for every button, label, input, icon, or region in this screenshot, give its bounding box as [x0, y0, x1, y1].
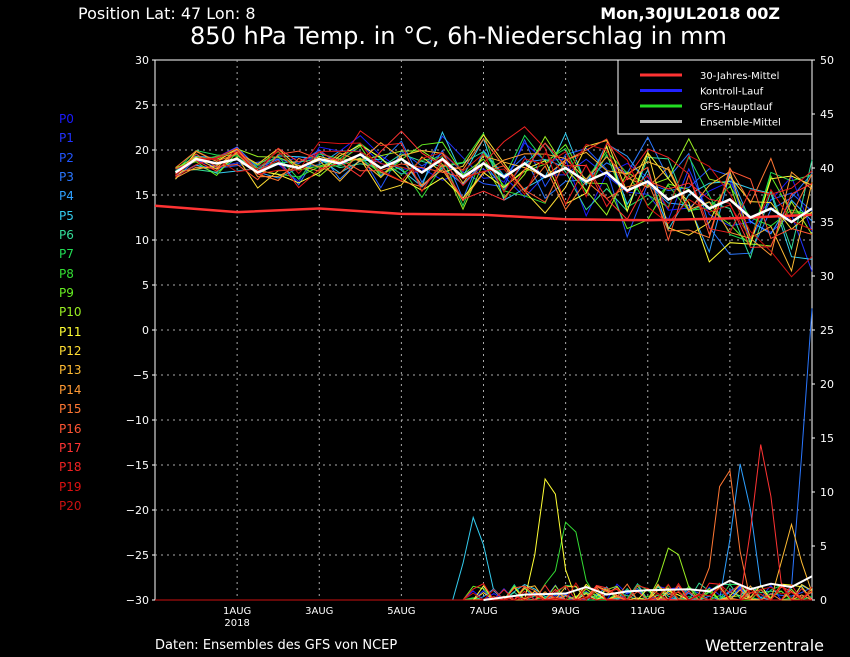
y-tick-label-left: 30 [135, 54, 149, 67]
member-label: P17 [59, 440, 82, 455]
member-label: P11 [59, 324, 82, 339]
member-precip-traces [155, 308, 813, 601]
y-tick-label-left: 5 [142, 279, 149, 292]
y-tick-label-left: −5 [133, 369, 149, 382]
y-tick-label-left: 10 [135, 234, 149, 247]
member-label: P20 [59, 498, 82, 513]
y-tick-label-right: 45 [820, 108, 834, 121]
member-label: P8 [59, 266, 74, 281]
y-tick-label-left: 25 [135, 99, 149, 112]
member-label: P14 [59, 382, 82, 397]
chart-title: 850 hPa Temp. in °C, 6h-Niederschlag in … [190, 22, 727, 50]
y-tick-label-right: 5 [820, 540, 827, 553]
member-label: P19 [59, 479, 82, 494]
member-label: P1 [59, 131, 74, 146]
member-label: P4 [59, 189, 74, 204]
data-source-label: Daten: Ensembles des GFS von NCEP [155, 638, 398, 653]
y-tick-label-left: −30 [126, 594, 149, 607]
member-label: P2 [59, 150, 74, 165]
y-tick-label-left: 0 [142, 324, 149, 337]
member-label: P12 [59, 344, 82, 359]
y-tick-label-right: 0 [820, 594, 827, 607]
member-precip-line [155, 308, 813, 601]
member-label: P3 [59, 170, 74, 185]
header-position: Position Lat: 47 Lon: 8 [78, 4, 256, 23]
member-label: P5 [59, 208, 74, 223]
legend-label: 30-Jahres-Mittel [700, 71, 779, 82]
y-tick-label-left: 20 [135, 144, 149, 157]
member-label: P13 [59, 363, 82, 378]
y-tick-label-right: 30 [820, 270, 834, 283]
x-tick-label: 11AUG [630, 606, 665, 617]
y-tick-label-right: 35 [820, 216, 834, 229]
y-tick-label-left: −15 [126, 459, 149, 472]
member-label: P7 [59, 247, 74, 262]
member-label: P10 [59, 305, 82, 320]
member-list: P0 P1 P2 P3 P4 P5 P6 P7 P8 P9 P10 P11 P12 P13 P14 P15 P1… [59, 110, 82, 516]
member-temp-line [175, 142, 813, 257]
legend-label: Kontroll-Lauf [700, 87, 764, 98]
x-tick-label: 1AUG [223, 606, 251, 617]
x-tick-label: 9AUG [551, 606, 579, 617]
x-tick-label: 7AUG [469, 606, 497, 617]
climate-mean-line [154, 204, 813, 222]
brand-label: Wetterzentrale [704, 636, 824, 655]
y-tick-label-right: 25 [820, 324, 834, 337]
member-precip-line [155, 477, 813, 601]
legend-label: Ensemble-Mittel [700, 118, 781, 129]
ensemble-mean-precip-line [483, 575, 813, 601]
y-tick-label-right: 15 [820, 432, 834, 445]
member-label: P6 [59, 228, 74, 243]
chart-legend: 30-Jahres-Mittel Kontroll-Lauf GFS-Hauptla… [617, 59, 813, 135]
member-label: P18 [59, 460, 82, 475]
y-tick-label-left: 15 [135, 189, 149, 202]
member-temperature-traces [175, 126, 813, 278]
y-tick-label-left: −20 [126, 504, 149, 517]
member-temp-line [175, 148, 813, 273]
y-tick-label-right: 50 [820, 54, 834, 67]
member-temp-line [175, 141, 813, 240]
x-tick-label: 13AUG [713, 606, 748, 617]
y-tick-label-right: 10 [820, 486, 834, 499]
header-date: Mon,30JUL2018 00Z [600, 4, 780, 23]
member-temp-line [175, 130, 813, 248]
x-tick-sublabel: 2018 [224, 618, 249, 629]
member-label: P9 [59, 286, 74, 301]
member-temp-line [175, 144, 813, 263]
y-tick-label-right: 40 [820, 162, 834, 175]
member-label: P15 [59, 402, 82, 417]
member-label: P0 [59, 112, 74, 126]
y-tick-label-right: 20 [820, 378, 834, 391]
y-tick-label-left: −25 [126, 549, 149, 562]
x-tick-label: 3AUG [305, 606, 333, 617]
ensemble-mean-temp-line [174, 153, 813, 224]
x-tick-label: 5AUG [387, 606, 415, 617]
member-label: P16 [59, 421, 82, 436]
legend-label: GFS-Hauptlauf [700, 102, 773, 113]
y-tick-label-left: −10 [126, 414, 149, 427]
